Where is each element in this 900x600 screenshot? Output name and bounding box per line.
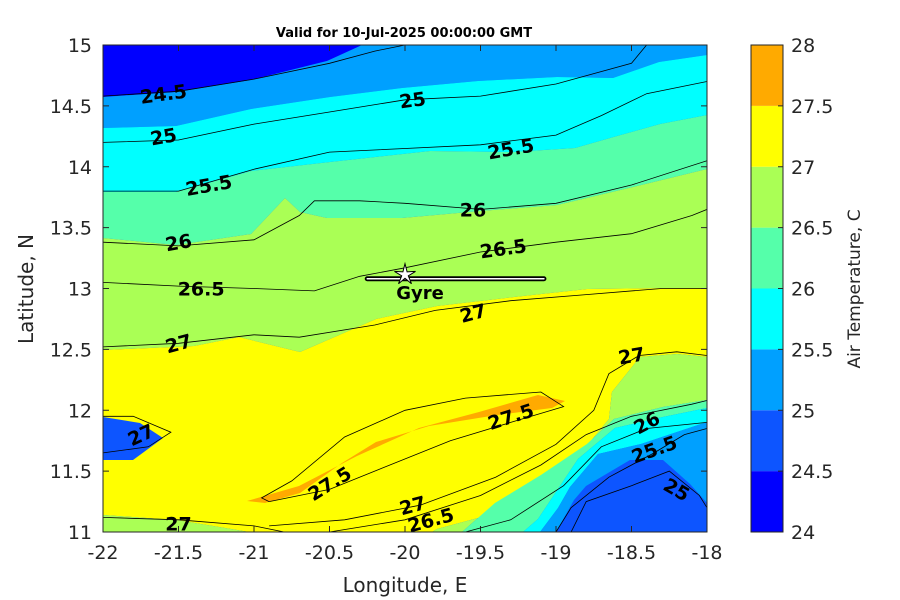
y-tick-label: 13.5: [50, 218, 92, 240]
x-tick-label: -21: [238, 542, 269, 564]
contour-line-27: [269, 351, 707, 527]
x-tick-label: -20: [389, 542, 420, 564]
contour-line-27: [103, 415, 172, 454]
y-tick-label: 11: [68, 522, 92, 544]
contour-line-25.5: [555, 428, 707, 532]
contour-line-24.5: [103, 45, 406, 97]
colorbar-tick-label: 25.5: [791, 339, 833, 361]
contour-line-25.5: [103, 81, 707, 192]
contour-label-26.5: 26.5: [178, 279, 225, 301]
colorbar-band-25.5: [751, 288, 783, 350]
contour-label-25: 25: [149, 124, 179, 150]
contour-line-26: [103, 160, 707, 247]
band-24-24.5: [103, 45, 362, 97]
contour-line-26.5: [329, 400, 707, 532]
chart-title: Valid for 10-Jul-2025 00:00:00 GMT: [276, 26, 532, 41]
y-axis-label: Latitude, N: [14, 234, 38, 344]
gyre-star-icon: [394, 261, 416, 285]
colorbar-label: Air Temperature, C: [845, 209, 865, 368]
contour-line-27: [103, 517, 285, 532]
colorbar-tick-label: 24.5: [791, 461, 833, 483]
gyre-marker: Gyre: [364, 261, 547, 304]
colorbar-tick-label: 24: [791, 522, 815, 544]
band-27.5-28: [247, 395, 565, 503]
y-tick-label: 13: [68, 279, 92, 301]
gyre-label: Gyre: [396, 283, 444, 304]
colorbar-tick-label: 26.5: [791, 218, 833, 240]
y-tick-label: 14.5: [50, 96, 92, 118]
band-25.5-26: [103, 55, 707, 192]
band-25-25.5: [103, 45, 707, 128]
band-25-25.5-east: [540, 422, 707, 532]
colorbar-tick-label: 28: [791, 35, 815, 57]
contour-line-25: [103, 45, 647, 143]
contour-label-25: 25: [398, 88, 427, 113]
colorbar-band-26: [751, 227, 783, 289]
colorbar: 24 24.5 25 25.5 26 26.5 27 27.5 28: [750, 35, 833, 544]
colorbar-tick-label: 27: [791, 157, 815, 179]
band-26-26.5-east: [462, 400, 707, 532]
x-tick-label: -20.5: [305, 542, 354, 564]
colorbar-tick-label: 27.5: [791, 96, 833, 118]
band-26.5-27-east: [432, 354, 707, 532]
colorbar-band-24.5: [751, 410, 783, 472]
x-tick-label: -22: [87, 542, 118, 564]
band-26-26.5: [103, 115, 707, 245]
band-26.5-27-south: [103, 515, 249, 532]
colorbar-tick-label: 25: [791, 400, 815, 422]
x-tick-label: -18.5: [607, 542, 656, 564]
y-tick-label: 12: [68, 400, 92, 422]
x-tick-label: -19.5: [456, 542, 505, 564]
y-axis: 11 11.5 12 12.5 13 13.5 14 14.5 15: [50, 35, 707, 544]
colorbar-band-27.5: [751, 45, 783, 106]
y-tick-label: 11.5: [50, 461, 92, 483]
colorbar-band-27: [751, 105, 783, 167]
colorbar-band-24: [751, 471, 783, 532]
x-tick-label: -18: [691, 542, 722, 564]
band-26.5-27: [103, 169, 707, 352]
contour-label-26: 26: [164, 230, 194, 256]
x-tick-label: -19: [540, 542, 571, 564]
contour-label-27: 27: [165, 513, 191, 535]
x-axis-label: Longitude, E: [343, 573, 468, 597]
contour-line-25: [570, 470, 707, 532]
band-25.5-26-east: [523, 408, 707, 532]
x-tick-label: -21.5: [154, 542, 203, 564]
contour-fills: [103, 45, 707, 532]
colorbar-band-26.5: [751, 166, 783, 228]
y-tick-label: 12.5: [50, 339, 92, 361]
contour-line-26: [465, 422, 707, 532]
contour-label-26: 26: [460, 199, 486, 221]
contour-line-27: [103, 288, 707, 348]
colorbar-band-25: [751, 349, 783, 411]
y-tick-label: 14: [68, 157, 92, 179]
contour-line-27.5: [260, 391, 565, 502]
x-axis: -22 -21.5 -21 -20.5 -20 -19.5 -19 -18.5 -18: [87, 45, 723, 564]
colorbar-tick-label: 26: [791, 279, 815, 301]
y-tick-label: 15: [68, 35, 92, 57]
contour-label-27: 27: [617, 343, 647, 369]
